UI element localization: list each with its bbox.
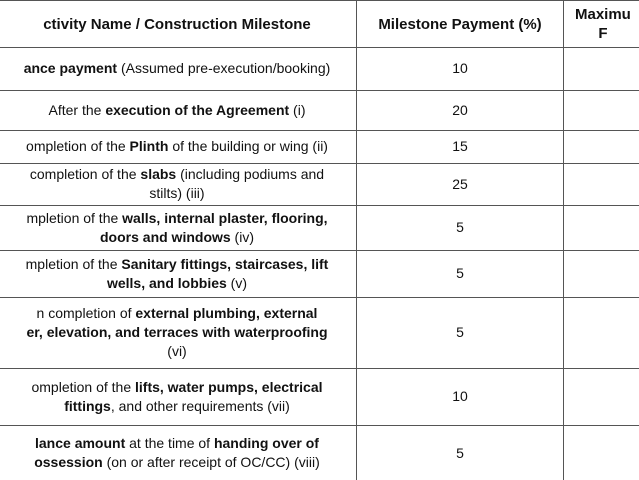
text-segment: completion of the [29, 166, 141, 182]
milestone-cell: ompletion of the lifts, water pumps, ele… [0, 368, 357, 426]
cell-text: ompletion of the Plinth of the building … [26, 137, 328, 156]
text-segment: (iv) [230, 228, 254, 245]
milestone-cell: ance payment (Assumed pre-execution/book… [0, 47, 357, 91]
cell-text: Milestone Payment (%) [378, 15, 541, 34]
payment-value: 5 [456, 324, 464, 340]
payment-cell: 15 [357, 130, 564, 164]
empty-cell [563, 90, 639, 131]
milestone-cell: ompletion of the Plinth of the building … [0, 130, 357, 164]
cell-text: mpletion of the walls, internal plaster,… [26, 209, 327, 247]
milestone-cell: lance amount at the time of handing over… [0, 425, 357, 480]
text-segment: Sanitary fittings, staircases, lift [121, 255, 329, 272]
text-segment: execution of the Agreement [105, 101, 290, 118]
empty-cell [563, 250, 639, 298]
text-segment: lifts, water pumps, electrical [135, 378, 323, 395]
milestone-cell: completion of the slabs (including podiu… [0, 163, 357, 206]
header-cell: ctivity Name / Construction Milestone [0, 0, 357, 48]
text-segment: Milestone Payment (%) [378, 15, 542, 33]
payment-cell: 5 [357, 250, 564, 298]
payment-value: 15 [452, 138, 468, 154]
cell-text: mpletion of the Sanitary fittings, stair… [26, 255, 329, 293]
cell-text: lance amount at the time of handing over… [34, 434, 320, 472]
text-segment: lance amount [35, 435, 126, 451]
empty-cell [563, 425, 639, 480]
text-segment: (i) [289, 101, 306, 118]
payment-value: 20 [452, 101, 468, 118]
text-segment: F [598, 25, 608, 42]
payment-cell: 5 [357, 205, 564, 251]
text-segment: n completion of [36, 305, 136, 321]
header-cell: Milestone Payment (%) [357, 0, 564, 48]
text-segment: stilts) (iii) [149, 185, 205, 201]
cell-text: n completion of external plumbing, exter… [26, 304, 327, 361]
milestone-cell: mpletion of the Sanitary fittings, stair… [0, 250, 357, 298]
milestone-cell: mpletion of the walls, internal plaster,… [0, 205, 357, 251]
cell-text: ance payment (Assumed pre-execution/book… [24, 59, 331, 78]
cell-text: After the execution of the Agreement (i) [49, 101, 306, 120]
text-segment: slabs [140, 166, 177, 182]
empty-cell [563, 163, 639, 206]
text-segment: handing over of [213, 435, 319, 451]
text-segment: Plinth [129, 138, 169, 154]
text-segment: (on or after receipt of OC/CC) (viii) [102, 454, 320, 470]
payment-value: 5 [456, 444, 464, 461]
text-segment: ompletion of the [26, 138, 130, 154]
cell-text: Maximu F [575, 5, 631, 43]
empty-cell [563, 297, 639, 369]
text-segment: external plumbing, external [135, 305, 318, 321]
text-segment: (including podiums and [176, 166, 325, 182]
text-segment: er, elevation, and terraces with waterpr… [26, 324, 328, 340]
text-segment: ctivity Name / Construction Milestone [43, 15, 311, 33]
text-segment: mpletion of the [26, 209, 123, 226]
text-segment: After the [48, 101, 106, 118]
payment-value: 10 [452, 388, 468, 404]
text-segment: wells, and lobbies [106, 274, 227, 291]
cell-text: ctivity Name / Construction Milestone [43, 15, 311, 34]
payment-value: 25 [452, 175, 468, 192]
text-segment: (Assumed pre-execution/booking) [117, 60, 331, 76]
text-segment: mpletion of the [25, 255, 122, 272]
text-segment: walls, internal plaster, flooring, [122, 209, 328, 226]
milestone-cell: After the execution of the Agreement (i) [0, 90, 357, 131]
payment-value: 5 [456, 265, 464, 281]
cell-text: completion of the slabs (including podiu… [30, 165, 324, 203]
text-segment: doors and windows [100, 228, 231, 245]
text-segment: , and other requirements (vii) [110, 397, 290, 414]
text-segment: at the time of [125, 435, 214, 451]
payment-cell: 25 [357, 163, 564, 206]
empty-cell [563, 205, 639, 251]
text-segment: ompletion of the [31, 378, 135, 395]
text-segment: Maximu [575, 6, 631, 23]
milestone-cell: n completion of external plumbing, exter… [0, 297, 357, 369]
empty-cell [563, 368, 639, 426]
payment-cell: 20 [357, 90, 564, 131]
payment-cell: 10 [357, 47, 564, 91]
text-segment: ance payment [23, 60, 118, 76]
empty-cell [563, 130, 639, 164]
payment-cell: 5 [357, 297, 564, 369]
text-segment: fittings [64, 397, 111, 414]
header-cell: Maximu F [563, 0, 639, 48]
cell-text: ompletion of the lifts, water pumps, ele… [31, 378, 322, 416]
payment-cell: 10 [357, 368, 564, 426]
text-segment: (v) [226, 274, 247, 291]
payment-cell: 5 [357, 425, 564, 480]
text-segment: of the building or wing (ii) [168, 138, 328, 154]
text-segment: (vi) [167, 343, 187, 359]
payment-value: 10 [452, 60, 468, 76]
text-segment: ossession [34, 454, 103, 470]
empty-cell [563, 47, 639, 91]
payment-value: 5 [456, 219, 464, 235]
